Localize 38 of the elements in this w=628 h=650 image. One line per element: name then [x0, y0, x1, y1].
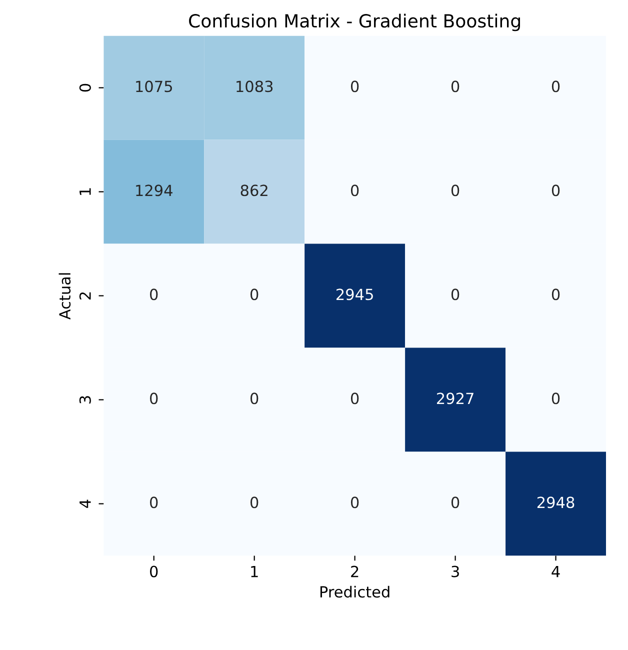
data-label: 0 [552, 184, 560, 196]
data-label: 1294 [136, 184, 172, 196]
data-label: 0 [350, 80, 359, 92]
data-label: 0 [451, 288, 460, 300]
data-label: 0 [451, 184, 460, 196]
data-label: 0 [552, 288, 560, 300]
data-label: 1083 [236, 80, 273, 92]
x-tick-label: 1 [251, 566, 258, 578]
y-tick-label: 3 [79, 396, 91, 404]
data-label: 1075 [136, 80, 172, 92]
x-tick-label: 0 [150, 566, 158, 578]
data-label: 862 [240, 184, 268, 196]
data-label: 2927 [436, 392, 474, 404]
y-tick-label: 4 [80, 500, 91, 508]
x-tick-label: 2 [351, 566, 358, 578]
data-label: 0 [250, 392, 258, 404]
data-label: 0 [552, 392, 560, 404]
x-tick-label: 4 [552, 566, 560, 578]
data-label: 0 [250, 496, 258, 508]
data-label: 0 [150, 496, 158, 508]
data-label: 0 [350, 496, 359, 508]
data-label: 0 [150, 392, 158, 404]
data-label: 2948 [537, 496, 574, 508]
chart-title: Confusion Matrix - Gradient Boosting [189, 14, 520, 32]
data-label: 0 [451, 496, 460, 508]
data-label: 0 [250, 288, 258, 300]
data-label: 0 [350, 184, 359, 196]
data-label: 0 [150, 288, 158, 300]
y-tick-label: 1 [80, 188, 91, 195]
data-label: 2945 [336, 288, 373, 300]
y-axis-title: Actual [58, 273, 71, 320]
x-tick-label: 3 [452, 566, 459, 578]
y-tick-label: 2 [79, 292, 91, 300]
x-axis-title: Predicted [320, 586, 390, 598]
data-label: 0 [552, 80, 560, 92]
data-label: 0 [350, 392, 359, 404]
y-tick-label: 0 [79, 84, 91, 92]
data-label: 0 [451, 80, 460, 92]
